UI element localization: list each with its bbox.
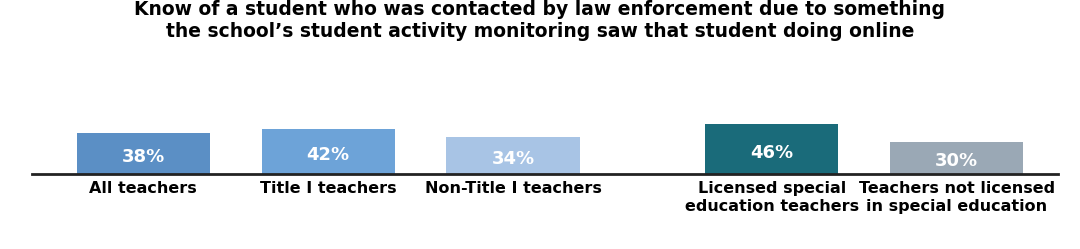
Bar	[890, 142, 1023, 174]
Bar	[446, 137, 580, 174]
Bar	[705, 124, 838, 174]
Text: 38%: 38%	[122, 148, 165, 166]
Text: 30%: 30%	[935, 152, 978, 170]
Bar	[77, 133, 210, 174]
Bar	[261, 129, 394, 174]
Text: 34%: 34%	[491, 150, 535, 168]
Text: 46%: 46%	[751, 144, 794, 162]
Text: Know of a student who was contacted by law enforcement due to something
the scho: Know of a student who was contacted by l…	[135, 0, 945, 41]
Text: 42%: 42%	[307, 146, 350, 164]
